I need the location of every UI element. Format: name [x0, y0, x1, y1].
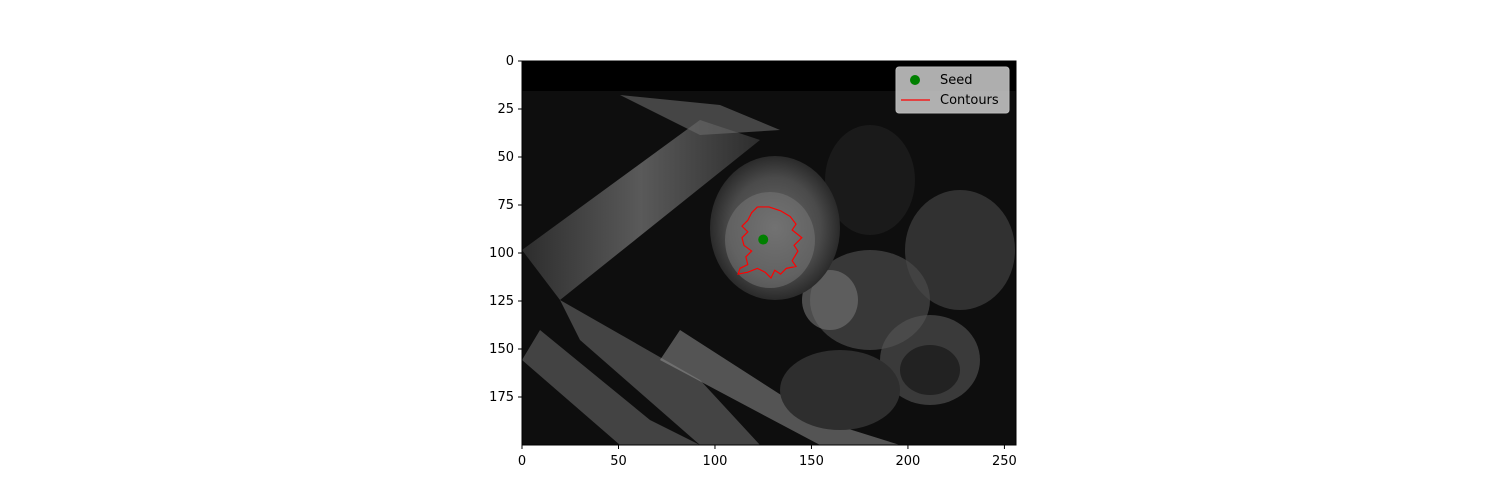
y-tick-label: 0	[506, 54, 514, 69]
x-tick-label: 250	[992, 454, 1017, 469]
y-tick-label: 100	[489, 246, 514, 261]
contour-line	[737, 206, 803, 279]
mri-image	[522, 61, 1016, 445]
x-tick-label: 150	[799, 454, 824, 469]
legend: Seed Contours	[895, 66, 1010, 114]
y-axis: 0 25 50 75 100 125 150 175	[489, 54, 522, 405]
y-tick-label: 125	[489, 294, 514, 309]
y-tick-label: 25	[497, 102, 514, 117]
legend-box	[895, 66, 1010, 114]
legend-seed-marker	[910, 75, 920, 85]
seed-point	[758, 234, 769, 245]
legend-contours-label: Contours	[940, 93, 999, 108]
y-tick-label: 50	[497, 150, 514, 165]
x-tick-label: 0	[518, 454, 526, 469]
y-tick-label: 75	[497, 198, 514, 213]
series-layer	[737, 206, 803, 279]
y-tick-label: 175	[489, 390, 514, 405]
x-tick-label: 100	[703, 454, 728, 469]
x-tick-label: 50	[610, 454, 627, 469]
legend-seed-label: Seed	[940, 73, 973, 88]
x-tick-label: 200	[896, 454, 921, 469]
y-tick-label: 150	[489, 342, 514, 357]
x-axis: 0 50 100 150 200 250	[518, 445, 1017, 469]
